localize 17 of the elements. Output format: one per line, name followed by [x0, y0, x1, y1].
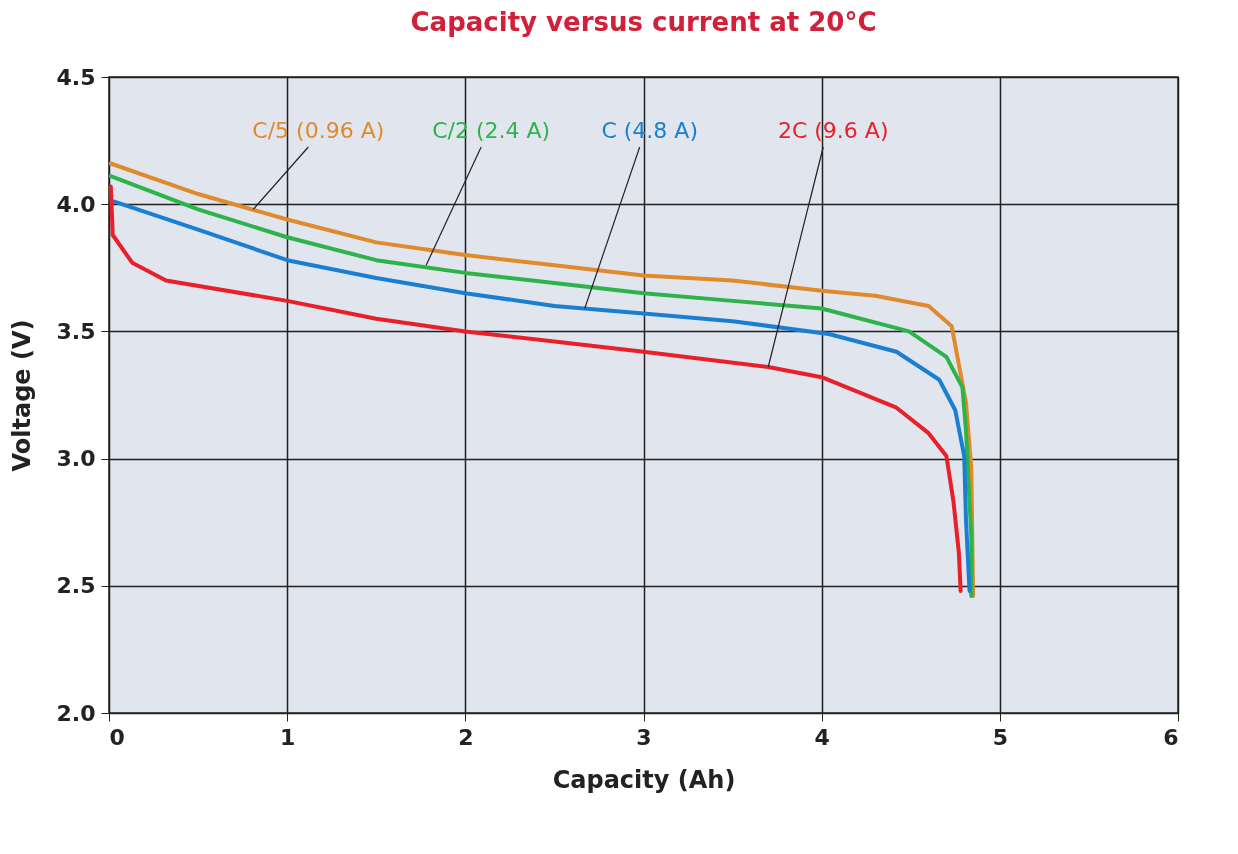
annotation: C/5 (0.96 A) — [252, 118, 385, 143]
x-tick-label: 2 — [458, 724, 474, 750]
y-axis-title: Voltage (V) — [7, 319, 36, 472]
y-tick-label: 3.5 — [56, 318, 96, 344]
y-tick-label: 3.0 — [56, 446, 96, 472]
chart-title: Capacity versus current at 20°C — [410, 7, 877, 37]
x-tick-label: 1 — [280, 724, 296, 750]
x-tick-label: 5 — [992, 724, 1008, 750]
x-axis-title: Capacity (Ah) — [552, 765, 736, 794]
x-tick-label: 0 — [109, 724, 125, 750]
y-tick-label: 2.5 — [56, 573, 96, 599]
y-tick-label: 4.5 — [56, 64, 96, 90]
y-tick-label: 2.0 — [56, 700, 96, 726]
x-tick-label: 4 — [814, 724, 830, 750]
x-tick-label: 6 — [1163, 724, 1179, 750]
y-tick-label: 4.0 — [56, 191, 96, 217]
x-tick-label: 3 — [636, 724, 652, 750]
